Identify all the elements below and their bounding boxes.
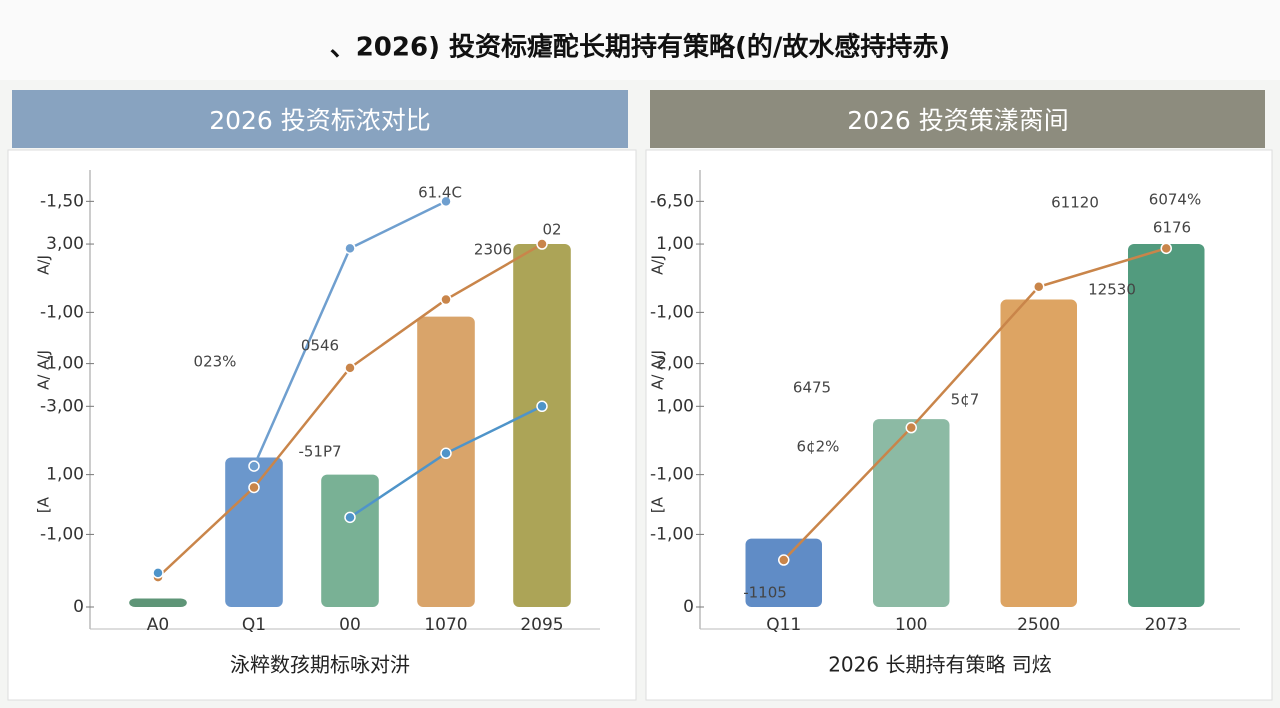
- point: [344, 242, 356, 255]
- annotation: 0546: [301, 337, 339, 355]
- bar: [321, 474, 379, 607]
- annotation: 6¢2%: [797, 438, 840, 456]
- point: [344, 511, 356, 524]
- y-tick-label: 1,00: [656, 234, 694, 254]
- annotation: -51P7: [298, 443, 341, 461]
- page-title: 、2026) 投资标瘧酡长期持有策略(的/故水感持持赤): [330, 32, 951, 63]
- point: [905, 421, 917, 434]
- y-tick-label: 2,00: [656, 354, 694, 374]
- panel-header: [650, 90, 1265, 148]
- bar: [129, 598, 187, 607]
- title-band: [0, 0, 1280, 80]
- y-tick-label: -1,00: [40, 524, 84, 544]
- point: [1033, 281, 1045, 293]
- annotation: 2306: [474, 241, 512, 259]
- y-tick-label: -3,00: [40, 396, 84, 416]
- annotation: 5¢7: [951, 391, 980, 409]
- bar: [745, 538, 822, 607]
- y-tick-label: -1,00: [650, 465, 694, 485]
- bar: [225, 457, 283, 607]
- y-axis-label: A/ A/J: [649, 350, 667, 390]
- annotation: 61120: [1051, 194, 1099, 212]
- bar: [1000, 299, 1077, 607]
- bar: [873, 419, 950, 607]
- y-axis-label: A/J: [35, 255, 53, 275]
- point: [248, 481, 260, 494]
- annotation: 12530: [1088, 281, 1136, 299]
- y-tick-label: 3,00: [46, 234, 84, 254]
- x-tick-label: 2095: [520, 615, 563, 635]
- point: [248, 460, 260, 472]
- point: [440, 447, 452, 460]
- annotation: 6475: [793, 379, 831, 397]
- y-tick-label: 1,00: [46, 354, 84, 374]
- annotation: 02: [542, 221, 561, 239]
- x-tick-label: 2500: [1017, 615, 1060, 635]
- y-tick-label: -1,50: [40, 191, 84, 211]
- y-tick-label: 1,00: [656, 396, 694, 416]
- annotation: 61.4C: [418, 184, 462, 202]
- bar: [1128, 244, 1205, 608]
- point: [1160, 242, 1172, 255]
- annotation: 6074%: [1149, 191, 1201, 209]
- y-axis-label: A/J: [649, 255, 667, 275]
- point: [778, 554, 790, 566]
- bar: [417, 316, 475, 607]
- y-tick-label: -6,50: [650, 191, 694, 211]
- panel-header: [12, 90, 628, 148]
- x-tick-label: 00: [339, 615, 361, 635]
- point: [536, 238, 548, 250]
- annotation: 6176: [1153, 219, 1191, 237]
- annotation: 023%: [194, 353, 237, 371]
- point: [440, 195, 452, 208]
- point: [536, 400, 548, 413]
- point: [344, 362, 356, 374]
- bar: [513, 244, 571, 608]
- y-axis-label: [A: [35, 496, 53, 513]
- x-tick-label: 100: [895, 615, 927, 635]
- x-axis-title: 泳粹数孩期标咏对汫: [230, 653, 410, 677]
- y-axis-label: A/ A/J: [35, 350, 53, 390]
- annotation: -1105: [743, 584, 787, 602]
- y-tick-label: 0: [73, 597, 84, 617]
- y-tick-label: -1,00: [650, 302, 694, 322]
- x-tick-label: 2073: [1145, 615, 1188, 635]
- x-tick-label: A0: [147, 615, 169, 635]
- point: [440, 293, 452, 306]
- y-tick-label: -1,00: [40, 302, 84, 322]
- x-axis-title: 2026 长期持有策略 司炫: [828, 653, 1052, 677]
- panel-title: 2026 投资标浓对比: [209, 106, 431, 135]
- y-tick-label: -1,00: [650, 524, 694, 544]
- point: [152, 567, 164, 579]
- panel-title: 2026 投资策漾脔间: [847, 106, 1069, 135]
- y-tick-label: 0: [683, 597, 694, 617]
- y-axis-label: [A: [649, 496, 667, 513]
- y-tick-label: 1,00: [46, 465, 84, 485]
- x-tick-label: Q1: [242, 615, 266, 635]
- x-tick-label: 1070: [424, 615, 467, 635]
- line: [782, 247, 1167, 561]
- x-tick-label: Q11: [766, 615, 801, 635]
